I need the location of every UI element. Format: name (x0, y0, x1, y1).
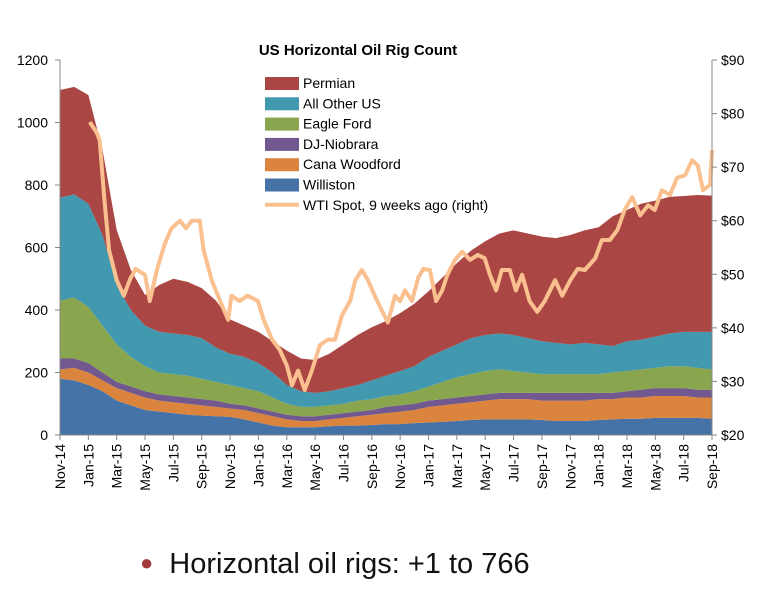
bullet-text: Horizontal oil rigs: +1 to 766 (169, 548, 530, 580)
x-tick-label: Jul-16 (335, 444, 351, 482)
x-tick-label: Mar-15 (109, 444, 125, 489)
legend-label: Permian (303, 75, 355, 91)
area-eagle-ford (60, 297, 712, 417)
legend-label: Eagle Ford (303, 116, 371, 132)
x-tick-label: Jul-15 (165, 444, 181, 482)
y2-tick-label: $60 (721, 213, 745, 229)
y2-tick-label: $40 (721, 320, 745, 336)
x-tick-label: Jan-18 (591, 444, 607, 487)
x-tick-label: Sep-17 (534, 444, 550, 489)
x-tick-label: May-16 (307, 444, 323, 491)
legend-swatch (265, 77, 299, 90)
legend-swatch (265, 178, 299, 192)
bullet-icon: ● (140, 550, 154, 575)
y-tick-label: 800 (25, 177, 49, 193)
x-tick-label: Jan-17 (421, 444, 437, 487)
x-tick-label: May-15 (137, 444, 153, 491)
x-tick-label: Jan-16 (250, 444, 266, 487)
legend-label: Williston (303, 177, 355, 193)
x-tick-label: Mar-17 (449, 444, 465, 489)
x-tick-label: Nov-15 (222, 444, 238, 489)
legend-label: WTI Spot, 9 weeks ago (right) (303, 197, 488, 213)
x-tick-label: Nov-17 (562, 444, 578, 489)
legend-label: DJ-Niobrara (303, 136, 379, 152)
y-tick-label: 1000 (17, 115, 48, 131)
x-tick-label: Jul-18 (676, 444, 692, 482)
x-tick-label: Sep-15 (194, 444, 210, 489)
y-tick-label: 600 (25, 240, 49, 256)
chart-title: US Horizontal Oil Rig Count (259, 42, 457, 59)
y2-tick-label: $20 (721, 427, 745, 443)
y2-tick-label: $30 (721, 373, 745, 389)
y2-tick-label: $50 (721, 266, 745, 282)
x-tick-label: Sep-16 (364, 444, 380, 489)
wti-line-layer (88, 121, 714, 392)
axes: 0 200 400 600 800 1000 1200 $20 $30 $40 $50 $60 $70 $… (17, 52, 745, 491)
x-tick-label: Jul-17 (506, 444, 522, 482)
y2-tick-label: $80 (721, 106, 745, 122)
y2-tick-label: $90 (721, 52, 745, 68)
x-tick-label: Jan-15 (80, 444, 96, 487)
legend-label: Cana Woodford (303, 156, 401, 172)
y-tick-label: 200 (25, 365, 49, 381)
x-tick-label: Sep-18 (704, 444, 720, 489)
legend-swatch (265, 97, 299, 111)
area-cana-woodford (60, 367, 712, 428)
legend-swatch (265, 117, 299, 131)
y-tick-label: 1200 (17, 52, 48, 68)
y-tick-label: 400 (25, 302, 49, 318)
legend-swatch (265, 158, 299, 172)
area-permian (60, 86, 712, 393)
x-tick-label: Nov-16 (392, 444, 408, 489)
bullet-point: ● Horizontal oil rigs: +1 to 766 (140, 548, 530, 581)
area-williston (60, 378, 712, 435)
legend-swatch (265, 137, 299, 151)
y-tick-label: 0 (40, 427, 48, 443)
area-dj-niobrara (60, 358, 712, 421)
x-tick-label: Mar-18 (619, 444, 635, 489)
area-all-other-us (60, 194, 712, 407)
x-tick-label: May-17 (477, 444, 493, 491)
x-tick-label: Mar-16 (279, 444, 295, 489)
x-tick-label: Nov-14 (52, 444, 68, 489)
wti-spot-line (88, 121, 714, 392)
stacked-areas (60, 86, 712, 435)
x-tick-label: May-18 (647, 444, 663, 491)
legend: Permian All Other US Eagle Ford DJ-Niobrara… (265, 75, 488, 213)
y2-tick-label: $70 (721, 159, 745, 175)
legend-label: All Other US (303, 95, 381, 111)
